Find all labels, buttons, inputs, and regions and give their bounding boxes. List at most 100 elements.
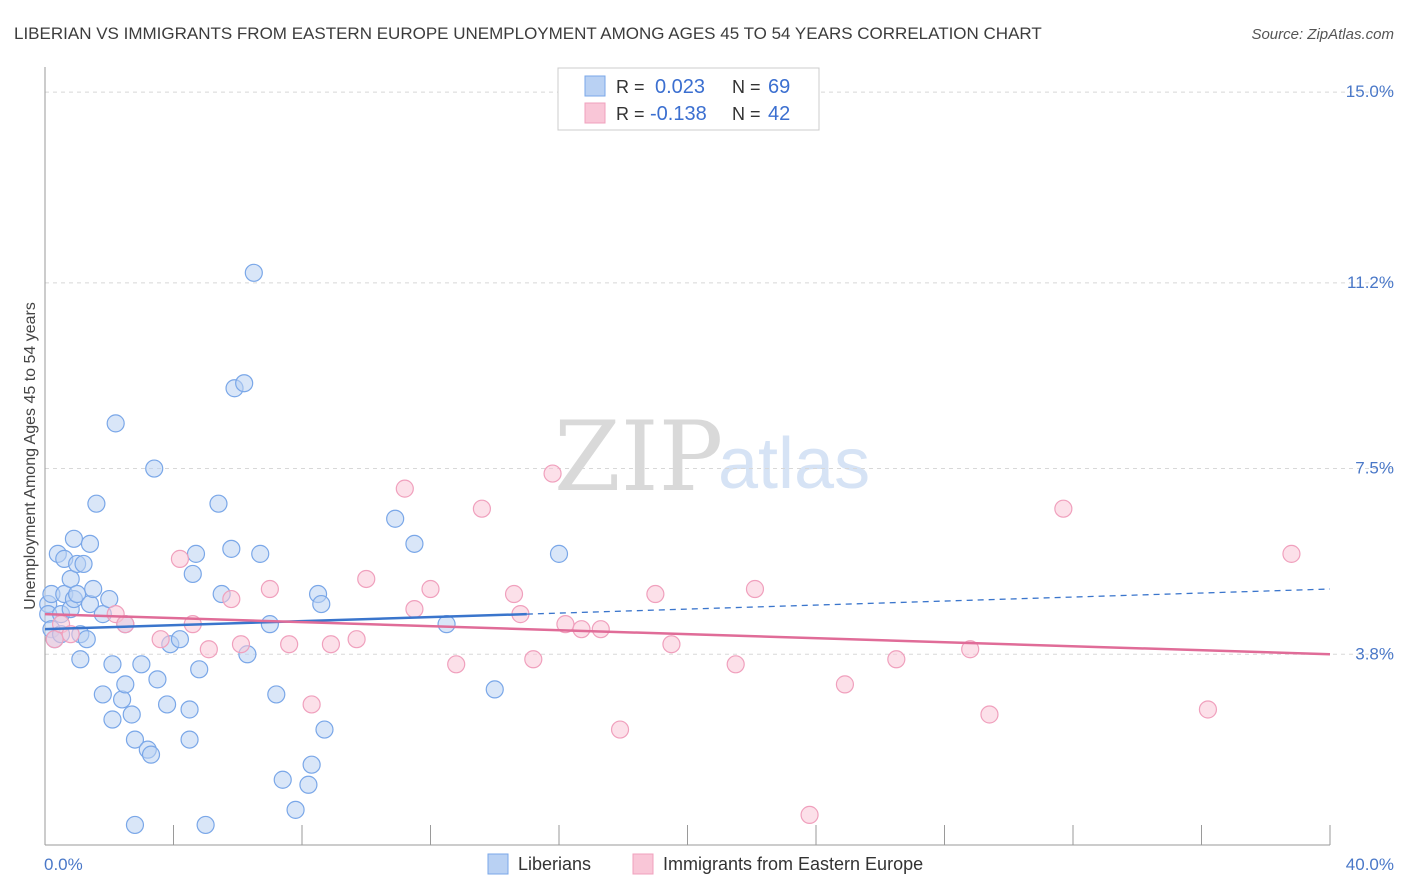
eastern-europe-point-37 bbox=[961, 640, 980, 659]
x-tick-label-right: 40.0% bbox=[1346, 855, 1394, 874]
eastern-europe-point-13 bbox=[302, 695, 321, 714]
trend-lines bbox=[44, 588, 1331, 656]
liberian-point-50 bbox=[209, 494, 228, 513]
liberian-point-57 bbox=[251, 544, 270, 563]
eastern-europe-point-29 bbox=[610, 720, 630, 739]
eastern-europe-point-19 bbox=[421, 579, 440, 599]
liberian-point-66 bbox=[315, 720, 334, 739]
x-tick-label-left: 0.0% bbox=[44, 855, 83, 874]
legend-r-label-liberians: R = bbox=[616, 77, 645, 97]
liberian-point-59 bbox=[267, 685, 286, 704]
eastern-europe-point-4 bbox=[116, 615, 135, 634]
y-tick-label-0: 3.8% bbox=[1355, 644, 1394, 663]
liberian-point-47 bbox=[186, 544, 206, 563]
eastern-europe-point-20 bbox=[447, 655, 466, 674]
eastern-europe-point-18 bbox=[405, 599, 424, 619]
liberian-point-19 bbox=[77, 630, 96, 649]
eastern-europe-point-36 bbox=[887, 650, 906, 669]
x-axis-ticks bbox=[44, 825, 1331, 845]
eastern-europe-point-12 bbox=[280, 635, 299, 654]
liberian-trend-extension bbox=[526, 588, 1331, 615]
liberian-point-63 bbox=[302, 755, 321, 774]
chart-source: Source: ZipAtlas.com bbox=[1251, 26, 1394, 43]
liberian-point-29 bbox=[106, 414, 125, 433]
watermark: ZIP atlas bbox=[554, 401, 870, 513]
liberian-point-67 bbox=[386, 509, 405, 528]
y-axis-label: Unemployment Among Ages 45 to 54 years bbox=[22, 302, 39, 610]
eastern-europe-point-14 bbox=[321, 635, 341, 654]
liberian-point-68 bbox=[405, 534, 424, 553]
legend-n-label-eastern-europe: N = bbox=[732, 104, 761, 124]
eastern-europe-point-25 bbox=[543, 464, 562, 483]
legend-r-value-liberians: 0.023 bbox=[655, 76, 705, 98]
liberian-point-65 bbox=[312, 594, 331, 614]
liberian-point-44 bbox=[180, 700, 199, 719]
liberian-point-18 bbox=[74, 554, 93, 574]
eastern-europe-point-33 bbox=[745, 579, 765, 599]
series-legend-swatch-liberians bbox=[487, 853, 509, 875]
gridlines bbox=[45, 91, 1394, 655]
y-tick-label-1: 7.5% bbox=[1355, 459, 1394, 478]
liberian-point-52 bbox=[222, 539, 241, 558]
series-legend-label-eastern-europe: Immigrants from Eastern Europe bbox=[663, 854, 923, 874]
chart-title: LIBERIAN VS IMMIGRANTS FROM EASTERN EURO… bbox=[14, 24, 1042, 43]
legend-swatch-liberians bbox=[584, 75, 606, 97]
eastern-europe-point-24 bbox=[524, 650, 543, 669]
watermark-atlas: atlas bbox=[718, 424, 870, 504]
liberian-point-41 bbox=[157, 695, 177, 714]
series-legend-label-liberians: Liberians bbox=[518, 854, 591, 874]
liberian-point-34 bbox=[125, 730, 145, 749]
legend-swatch-eastern-europe bbox=[584, 102, 606, 124]
liberian-point-71 bbox=[549, 544, 569, 563]
liberian-point-27 bbox=[103, 655, 122, 674]
eastern-europe-trend-line bbox=[44, 612, 1331, 656]
liberian-point-39 bbox=[145, 459, 164, 478]
series-legend: Liberians Immigrants from Eastern Europe bbox=[487, 853, 923, 875]
eastern-europe-point-5 bbox=[151, 630, 170, 649]
eastern-europe-point-22 bbox=[504, 584, 524, 604]
liberian-point-54 bbox=[235, 374, 254, 393]
eastern-europe-point-10 bbox=[231, 635, 251, 654]
eastern-europe-point-40 bbox=[1198, 700, 1218, 719]
liberian-point-61 bbox=[286, 800, 305, 819]
liberian-point-48 bbox=[190, 660, 209, 679]
liberian-point-10 bbox=[61, 569, 80, 589]
liberian-point-32 bbox=[116, 675, 135, 694]
liberian-point-26 bbox=[100, 589, 119, 609]
legend-n-label-liberians: N = bbox=[732, 77, 761, 97]
liberian-point-58 bbox=[260, 615, 279, 634]
legend-n-value-eastern-europe: 42 bbox=[768, 103, 790, 125]
eastern-europe-point-38 bbox=[980, 705, 999, 724]
eastern-europe-point-8 bbox=[199, 640, 218, 659]
liberian-point-22 bbox=[84, 579, 103, 599]
liberian-point-24 bbox=[93, 685, 112, 704]
legend-n-value-liberians: 69 bbox=[768, 76, 790, 98]
liberian-point-70 bbox=[485, 680, 504, 699]
liberian-point-46 bbox=[183, 564, 202, 584]
eastern-europe-point-0 bbox=[45, 630, 64, 649]
liberian-point-16 bbox=[71, 650, 90, 669]
data-points bbox=[39, 263, 1301, 835]
eastern-europe-point-30 bbox=[646, 584, 665, 604]
eastern-europe-point-2 bbox=[61, 625, 80, 644]
legend-r-value-eastern-europe: -0.138 bbox=[650, 103, 707, 125]
eastern-europe-point-31 bbox=[662, 635, 681, 654]
liberian-point-30 bbox=[112, 690, 132, 709]
liberian-point-28 bbox=[103, 710, 122, 729]
legend-r-label-eastern-europe: R = bbox=[616, 104, 645, 124]
y-axis-tick-labels: 3.8% 7.5% 11.2% 15.0% bbox=[1346, 82, 1394, 663]
eastern-europe-point-35 bbox=[835, 675, 855, 694]
eastern-europe-point-39 bbox=[1054, 499, 1073, 518]
liberian-point-62 bbox=[299, 775, 318, 794]
stats-legend: R = 0.023 N = 69 R = -0.138 N = 42 bbox=[557, 67, 820, 131]
liberian-point-49 bbox=[196, 815, 215, 835]
liberian-point-35 bbox=[125, 815, 145, 835]
liberian-point-13 bbox=[64, 529, 84, 548]
watermark-zip: ZIP bbox=[554, 401, 723, 513]
y-tick-label-3: 15.0% bbox=[1346, 82, 1394, 101]
eastern-europe-point-15 bbox=[347, 630, 366, 649]
liberian-point-45 bbox=[180, 730, 199, 749]
eastern-europe-point-41 bbox=[1282, 544, 1301, 563]
liberian-point-36 bbox=[132, 655, 151, 674]
